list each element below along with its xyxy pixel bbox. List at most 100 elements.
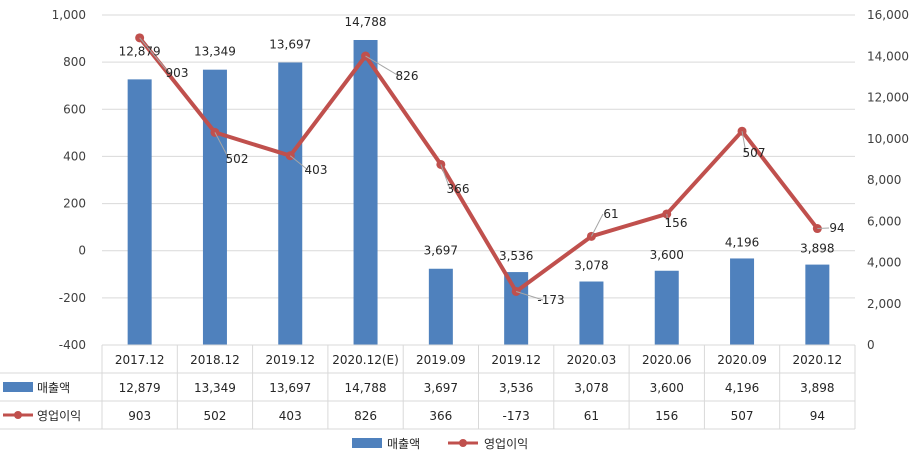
- revenue-bar: [730, 258, 755, 345]
- revenue-bar: [805, 264, 830, 345]
- revenue-cell: 3,898: [800, 381, 834, 395]
- profit-cell: 366: [429, 409, 452, 423]
- category-label: 2017.12: [115, 353, 165, 367]
- category-label: 2019.12: [265, 353, 315, 367]
- revenue-label: 4,196: [725, 235, 759, 249]
- right-tick-label: 14,000: [867, 49, 909, 63]
- profit-line: [138, 36, 819, 294]
- left-tick-label: 400: [63, 149, 86, 163]
- revenue-label: 3,898: [800, 242, 834, 256]
- revenue-cell: 3,078: [574, 381, 608, 395]
- profit-label: 403: [305, 163, 328, 177]
- revenue-cell: 12,879: [119, 381, 161, 395]
- revenue-bar: [428, 268, 453, 345]
- leader-line: [515, 291, 544, 301]
- legend-profit-label: 영업이익: [484, 437, 528, 451]
- right-tick-label: 0: [867, 338, 875, 352]
- right-tick-label: 6,000: [867, 214, 901, 228]
- revenue-label: 13,349: [194, 45, 236, 59]
- revenue-label: 12,879: [119, 44, 161, 58]
- leader-line: [666, 213, 669, 224]
- profit-cell: 61: [584, 409, 599, 423]
- profit-cell: 94: [810, 409, 825, 423]
- revenue-label: 3,697: [424, 244, 458, 258]
- profit-data-labels: 903 502 403 826 366 -173 61 156 507 94: [139, 37, 845, 307]
- revenue-label: 3,600: [650, 248, 684, 262]
- data-table: 2017.12 2018.12 2019.12 2020.12(E) 2019.09 20…: [0, 344, 856, 430]
- leader-line: [817, 227, 830, 230]
- leader-line: [741, 131, 747, 154]
- revenue-cell: 13,697: [269, 381, 311, 395]
- right-tick-label: 10,000: [867, 132, 909, 146]
- legend-revenue-key: [352, 438, 382, 448]
- left-tick-label: 200: [63, 197, 86, 211]
- profit-label: -173: [537, 293, 564, 307]
- revenue-bar: [654, 270, 679, 345]
- left-tick-label: 0: [78, 244, 86, 258]
- revenue-data-labels: 12,879 13,349 13,697 14,788 3,697 3,536 3,078 3…: [119, 15, 835, 273]
- category-label: 2020.12(E): [332, 353, 399, 367]
- revenue-cell: 13,349: [194, 381, 236, 395]
- profit-legend-marker: [14, 411, 22, 419]
- category-label: 2020.09: [717, 353, 767, 367]
- leader-line: [139, 37, 170, 74]
- left-tick-label: -200: [59, 291, 86, 305]
- revenue-bar: [127, 79, 152, 345]
- profit-row-header: 영업이익: [37, 409, 81, 423]
- right-tick-label: 12,000: [867, 91, 909, 105]
- leader-line: [591, 213, 604, 237]
- revenue-cell: 3,697: [424, 381, 458, 395]
- legend-profit-marker: [459, 439, 467, 447]
- revenue-bar: [353, 39, 378, 346]
- left-axis-ticks: -400 -200 0 200 400 600 800 1,000: [52, 8, 86, 352]
- category-label: 2019.12: [491, 353, 541, 367]
- revenue-bar: [579, 281, 604, 345]
- revenue-label: 3,078: [574, 259, 608, 273]
- profit-cell: 507: [731, 409, 754, 423]
- right-tick-label: 4,000: [867, 256, 901, 270]
- legend-revenue-label: 매출액: [387, 437, 420, 451]
- right-tick-label: 16,000: [867, 8, 909, 22]
- right-tick-label: 8,000: [867, 173, 901, 187]
- revenue-cell: 3,600: [650, 381, 684, 395]
- left-tick-label: 600: [63, 102, 86, 116]
- profit-label: 366: [447, 182, 470, 196]
- revenue-row-header: 매출액: [37, 381, 70, 395]
- profit-cell: 156: [655, 409, 678, 423]
- revenue-bars: [127, 39, 830, 346]
- revenue-label: 13,697: [269, 37, 311, 51]
- leader-line: [289, 155, 309, 171]
- leader-line: [365, 55, 400, 77]
- leader-line: [440, 164, 451, 190]
- right-tick-label: 2,000: [867, 297, 901, 311]
- revenue-legend-key: [3, 382, 33, 392]
- profit-cell: 826: [354, 409, 377, 423]
- revenue-bar: [202, 69, 227, 345]
- profit-cell: 403: [279, 409, 302, 423]
- category-label: 2020.03: [567, 353, 617, 367]
- category-label: 2020.12: [793, 353, 843, 367]
- profit-cell: 502: [203, 409, 226, 423]
- revenue-cell: 14,788: [345, 381, 387, 395]
- profit-label: 156: [665, 216, 688, 230]
- revenue-bar: [278, 62, 303, 345]
- left-tick-label: -400: [59, 338, 86, 352]
- revenue-cell: 3,536: [499, 381, 533, 395]
- revenue-label: 3,536: [499, 249, 533, 263]
- category-label: 2018.12: [190, 353, 240, 367]
- left-tick-label: 800: [63, 55, 86, 69]
- profit-label: 502: [226, 152, 249, 166]
- profit-cell: -173: [503, 409, 530, 423]
- profit-label: 61: [603, 207, 618, 221]
- profit-cell: 903: [128, 409, 151, 423]
- category-label: 2019.09: [416, 353, 466, 367]
- revenue-label: 14,788: [345, 15, 387, 29]
- profit-label: 94: [829, 221, 844, 235]
- revenue-cell: 4,196: [725, 381, 759, 395]
- category-label: 2020.06: [642, 353, 692, 367]
- left-tick-label: 1,000: [52, 8, 86, 22]
- legend: 매출액 영업이익: [352, 437, 528, 451]
- profit-label: 507: [743, 146, 766, 160]
- profit-label: 903: [166, 66, 189, 80]
